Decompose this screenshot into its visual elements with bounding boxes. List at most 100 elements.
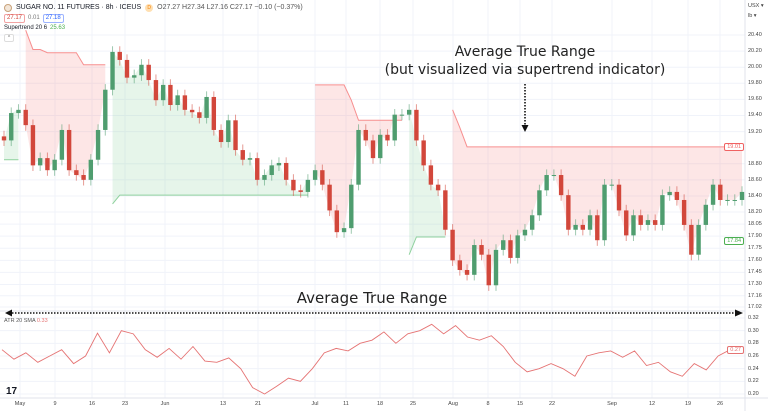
candle-body xyxy=(23,109,28,126)
price-tick-label: 19.40 xyxy=(748,112,762,119)
candle-body xyxy=(616,184,622,211)
chart-header: SUGAR NO. 11 FUTURES · 8h · ICEUS D O27.… xyxy=(4,4,303,12)
candle-body xyxy=(508,240,513,258)
candle-body xyxy=(573,224,578,230)
price-tick-label: 17.45 xyxy=(748,269,762,276)
candle-body xyxy=(414,109,419,141)
candle-body xyxy=(479,245,484,255)
candle-body xyxy=(291,179,296,191)
candle-body xyxy=(95,129,101,160)
candle-body xyxy=(226,120,231,143)
candle-body xyxy=(710,184,716,205)
candle-body xyxy=(305,179,311,192)
candle-body xyxy=(602,184,607,241)
candle-body xyxy=(551,175,557,177)
atr-axis[interactable]: 0.32 0.30 0.28 0.26 0.24 0.22 0.20 xyxy=(745,0,768,398)
price-tick-label: 18.20 xyxy=(748,209,762,216)
time-tick-label: 8 xyxy=(486,401,490,407)
supertrend-fill-down xyxy=(25,30,106,180)
currency-select[interactable]: USX ▾ xyxy=(748,3,764,9)
price-axis[interactable]: 20.40 20.20 20.00 19.80 19.60 19.40 19.20 18.80… xyxy=(745,0,768,310)
candle-body xyxy=(276,162,282,166)
candle-body xyxy=(103,89,108,130)
time-tick-label: Aug xyxy=(448,401,458,407)
candle-body xyxy=(262,175,267,180)
time-tick-label: 26 xyxy=(716,401,724,407)
candle-body xyxy=(37,158,43,166)
price-tick-label: 18.40 xyxy=(748,192,762,199)
indicator-legend[interactable]: Supertrend 20 6 25.63 xyxy=(4,25,65,32)
atr-value-tag: 0.27 xyxy=(727,346,744,354)
ohlc-values: O27.27 H27.34 L27.16 C27.17 −0.10 (−0.37… xyxy=(157,4,303,11)
candle-body xyxy=(428,165,434,185)
candle-body xyxy=(233,120,238,151)
candle-body xyxy=(255,158,260,180)
candle-body xyxy=(486,254,491,286)
annotation-upper-subtitle: (but visualized via supertrend indicator… xyxy=(384,62,666,78)
candle-body xyxy=(363,129,368,141)
time-tick-label: 23 xyxy=(121,401,129,407)
supertrend-line-up xyxy=(408,236,446,255)
supertrend-fill-down xyxy=(452,109,742,286)
candle-body xyxy=(522,229,528,236)
time-tick-label: Jun xyxy=(160,401,170,407)
sell-button[interactable]: 27.17 xyxy=(4,14,26,23)
time-tick-label: 16 xyxy=(88,401,96,407)
atr-tick-label: 0.30 xyxy=(748,327,759,334)
candle-body xyxy=(566,195,571,230)
candle-body xyxy=(667,191,672,196)
candle-body xyxy=(660,195,665,225)
atr-layer xyxy=(1,323,742,395)
time-tick-label: 9 xyxy=(53,401,57,407)
annotation-upper-title: Average True Range xyxy=(454,44,596,60)
candle-body xyxy=(609,184,614,186)
candle-body xyxy=(247,158,253,160)
price-tick-label: 17.30 xyxy=(748,281,762,288)
candle-body xyxy=(9,113,14,141)
candle-body xyxy=(88,159,94,180)
delayed-badge[interactable]: D xyxy=(145,4,154,12)
candle-body xyxy=(182,95,188,110)
candle-body xyxy=(168,84,173,106)
supertrend-fill-down xyxy=(315,84,402,233)
atr-legend[interactable]: ATR 20 SMA 0.33 xyxy=(4,318,48,324)
symbol-title[interactable]: SUGAR NO. 11 FUTURES · 8h · ICEUS xyxy=(16,4,142,11)
supertrend-price-tag: 19.01 xyxy=(724,143,744,151)
price-tick-label: 17.60 xyxy=(748,257,762,264)
candle-body xyxy=(269,165,274,176)
candle-body xyxy=(464,269,470,275)
candle-body xyxy=(153,80,159,101)
candle-body xyxy=(638,215,643,225)
candle-body xyxy=(515,235,520,258)
candle-body xyxy=(197,112,202,118)
supertrend-line-down xyxy=(315,84,402,121)
candle-body xyxy=(146,64,151,81)
candle-body xyxy=(30,125,36,166)
candle-body xyxy=(457,260,463,270)
candle-body xyxy=(356,129,361,185)
candle-body xyxy=(298,190,303,192)
time-tick-label: 15 xyxy=(516,401,524,407)
candle-body xyxy=(74,170,79,176)
unit-select[interactable]: lb ▾ xyxy=(748,13,757,19)
candle-body xyxy=(211,96,217,130)
buy-button[interactable]: 27.18 xyxy=(42,14,64,23)
candle-body xyxy=(240,150,245,160)
candle-body xyxy=(421,140,426,166)
atr-tick-label: 0.20 xyxy=(748,391,759,397)
candle-body xyxy=(132,75,137,78)
candle-body xyxy=(16,109,21,114)
candle-body xyxy=(385,134,390,141)
candle-body xyxy=(349,184,354,229)
candle-body xyxy=(175,95,180,106)
collapse-legend-button[interactable]: ^ xyxy=(4,34,14,42)
tradingview-logo[interactable]: 17 xyxy=(6,386,18,397)
candle-body xyxy=(443,190,448,230)
time-tick-label: 22 xyxy=(548,401,556,407)
upper-arrow xyxy=(521,84,529,132)
candle-body xyxy=(703,204,709,225)
atr-tick-label: 0.24 xyxy=(748,365,759,372)
candle-body xyxy=(370,140,376,159)
price-tick-label: 19.80 xyxy=(748,80,762,87)
